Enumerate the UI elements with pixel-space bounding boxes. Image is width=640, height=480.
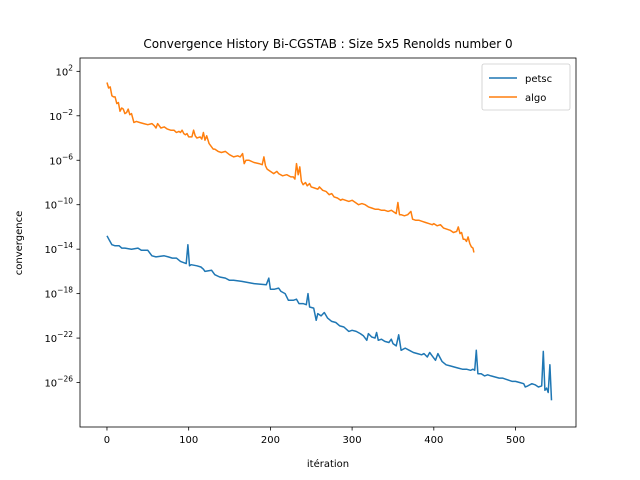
y-tick-label: 10−6 — [49, 152, 73, 167]
chart-title: Convergence History Bi-CGSTAB : Size 5x5… — [143, 37, 512, 51]
x-tick-label: 500 — [506, 435, 525, 446]
y-tick-label: 10−22 — [44, 330, 73, 345]
y-tick-label: 10−14 — [44, 241, 73, 256]
axes-frame — [79, 57, 577, 428]
legend-box — [481, 63, 571, 111]
x-tick-label: 200 — [261, 435, 280, 446]
x-tick-label: 300 — [343, 435, 362, 446]
y-axis-label: convergence — [14, 211, 25, 275]
legend-label-petsc: petsc — [525, 74, 552, 85]
x-tick-label: 100 — [179, 435, 198, 446]
y-tick-label: 102 — [55, 63, 73, 78]
y-tick-label: 10−2 — [49, 108, 73, 123]
series-line-petsc — [106, 235, 553, 401]
x-axis: 0 100 200 300 400 500 — [104, 427, 525, 446]
x-tick-label: 0 — [104, 435, 110, 446]
y-tick-label: 10−10 — [44, 197, 73, 212]
y-tick-label: 10−18 — [44, 286, 73, 301]
legend: petsc algo — [481, 63, 571, 111]
x-tick-label: 400 — [424, 435, 443, 446]
y-tick-label: 10−26 — [44, 375, 73, 390]
series-line-algo — [106, 82, 475, 253]
y-axis: 102 10−2 10−6 10−10 10−14 10−18 10−22 10−26 — [44, 63, 80, 390]
plot-area — [79, 57, 577, 428]
legend-label-algo: algo — [525, 93, 546, 104]
x-axis-label: itération — [307, 458, 349, 470]
